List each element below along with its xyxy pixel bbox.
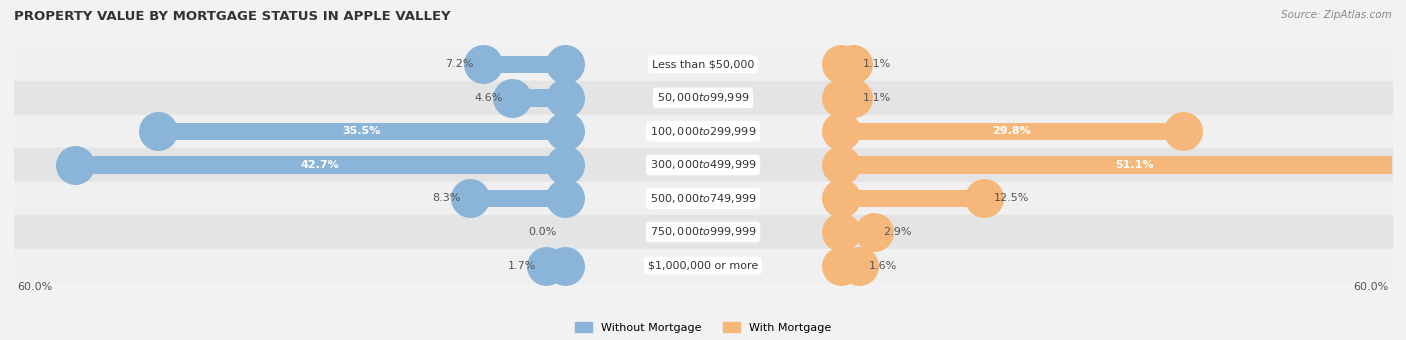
Text: Source: ZipAtlas.com: Source: ZipAtlas.com xyxy=(1281,10,1392,20)
Bar xyxy=(470,190,565,207)
Text: 2.9%: 2.9% xyxy=(883,227,911,237)
Text: 0.0%: 0.0% xyxy=(527,227,555,237)
Text: $1,000,000 or more: $1,000,000 or more xyxy=(648,260,758,271)
Text: 60.0%: 60.0% xyxy=(17,282,53,292)
Text: 4.6%: 4.6% xyxy=(475,93,503,103)
Text: 1.7%: 1.7% xyxy=(508,260,537,271)
Text: PROPERTY VALUE BY MORTGAGE STATUS IN APPLE VALLEY: PROPERTY VALUE BY MORTGAGE STATUS IN APP… xyxy=(14,10,451,23)
Bar xyxy=(841,223,875,241)
Text: 1.6%: 1.6% xyxy=(869,260,897,271)
Text: 12.5%: 12.5% xyxy=(994,193,1029,203)
Text: $50,000 to $99,999: $50,000 to $99,999 xyxy=(657,91,749,104)
Bar xyxy=(841,257,859,274)
Text: $500,000 to $749,999: $500,000 to $749,999 xyxy=(650,192,756,205)
Bar xyxy=(75,156,565,174)
Text: 8.3%: 8.3% xyxy=(433,193,461,203)
Bar xyxy=(841,89,853,106)
Bar xyxy=(841,156,1406,174)
Bar xyxy=(157,123,565,140)
Bar xyxy=(546,257,565,274)
Text: 42.7%: 42.7% xyxy=(301,160,339,170)
Bar xyxy=(841,190,984,207)
Bar xyxy=(512,89,565,106)
Text: Less than $50,000: Less than $50,000 xyxy=(652,59,754,69)
Bar xyxy=(841,56,853,73)
Text: 29.8%: 29.8% xyxy=(993,126,1031,136)
Legend: Without Mortgage, With Mortgage: Without Mortgage, With Mortgage xyxy=(571,318,835,337)
Bar xyxy=(482,56,565,73)
Text: $100,000 to $299,999: $100,000 to $299,999 xyxy=(650,125,756,138)
Text: 35.5%: 35.5% xyxy=(342,126,381,136)
Text: 1.1%: 1.1% xyxy=(863,93,891,103)
Text: $300,000 to $499,999: $300,000 to $499,999 xyxy=(650,158,756,171)
Text: $750,000 to $999,999: $750,000 to $999,999 xyxy=(650,225,756,238)
Text: 60.0%: 60.0% xyxy=(1353,282,1389,292)
Text: 1.1%: 1.1% xyxy=(863,59,891,69)
Bar xyxy=(841,123,1182,140)
Text: 7.2%: 7.2% xyxy=(444,59,474,69)
Text: 51.1%: 51.1% xyxy=(1115,160,1153,170)
